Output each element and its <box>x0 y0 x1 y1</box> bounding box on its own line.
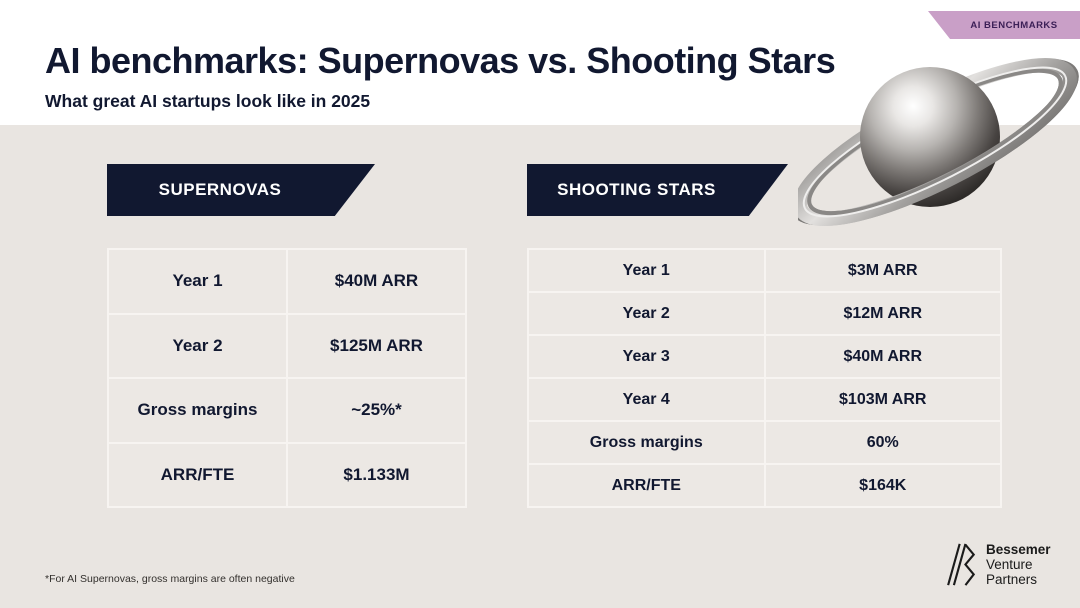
table-cell-value: $1.133M <box>288 443 465 506</box>
supernovas-banner-label: SUPERNOVAS <box>158 180 282 199</box>
bessemer-logo-text: Bessemer Venture Partners <box>986 542 1051 588</box>
page-subtitle: What great AI startups look like in 2025 <box>45 91 371 111</box>
logo-line-3: Partners <box>986 572 1038 588</box>
table-cell-value: 60% <box>765 422 1000 463</box>
table-cell-value: $103M ARR <box>765 379 1000 420</box>
table-cell-label: Year 1 <box>529 250 764 291</box>
ai-benchmarks-badge: AI BENCHMARKS <box>928 11 1080 39</box>
table-cell-label: ARR/FTE <box>529 465 764 506</box>
table-cell-label: Year 2 <box>529 293 764 334</box>
logo-line-2: Venture <box>986 556 1033 572</box>
table-cell-label: Year 1 <box>109 250 286 313</box>
bessemer-logo: Bessemer Venture Partners <box>944 537 1051 592</box>
logo-line-1: Bessemer <box>986 541 1051 557</box>
ai-benchmarks-badge-label: AI BENCHMARKS <box>970 19 1058 31</box>
supernovas-banner: SUPERNOVAS <box>107 164 375 216</box>
table-cell-label: Gross margins <box>529 422 764 463</box>
table-cell-label: Year 4 <box>529 379 764 420</box>
table-cell-value: $125M ARR <box>288 314 465 377</box>
table-cell-value: $12M ARR <box>765 293 1000 334</box>
shooting-stars-table: Year 1 $3M ARR Year 2 $12M ARR Year 3 $4… <box>527 248 1002 508</box>
table-cell-value: $164K <box>765 465 1000 506</box>
table-cell-label: Gross margins <box>109 379 286 442</box>
table-cell-value: $40M ARR <box>765 336 1000 377</box>
table-cell-value: $3M ARR <box>765 250 1000 291</box>
page-title: AI benchmarks: Supernovas vs. Shooting S… <box>45 40 836 81</box>
table-cell-value: ~25%* <box>288 379 465 442</box>
table-cell-label: ARR/FTE <box>109 443 286 506</box>
footnote: *For AI Supernovas, gross margins are of… <box>45 573 295 585</box>
shooting-stars-banner-label: SHOOTING STARS <box>557 180 716 199</box>
table-cell-label: Year 2 <box>109 314 286 377</box>
bessemer-logo-icon <box>947 543 976 586</box>
table-cell-label: Year 3 <box>529 336 764 377</box>
table-cell-value: $40M ARR <box>288 250 465 313</box>
supernovas-table: Year 1 $40M ARR Year 2 $125M ARR Gross m… <box>107 248 467 508</box>
shooting-stars-banner: SHOOTING STARS <box>527 164 788 216</box>
